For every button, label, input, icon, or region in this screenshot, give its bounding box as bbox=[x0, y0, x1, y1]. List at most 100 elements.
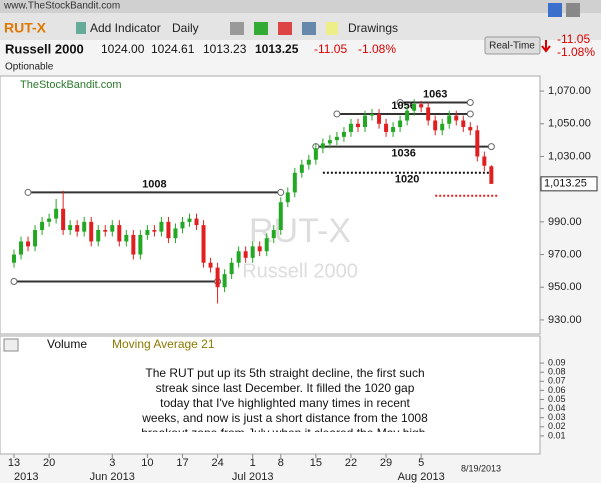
candle-body bbox=[208, 262, 213, 268]
name: Russell 2000 bbox=[5, 41, 84, 56]
tool-icon[interactable] bbox=[254, 22, 268, 35]
candle-body bbox=[54, 208, 59, 219]
candle-body bbox=[489, 166, 494, 184]
volume-tick-label: 0.06 bbox=[548, 385, 566, 395]
level-label: 1020 bbox=[395, 174, 419, 186]
candle-body bbox=[334, 136, 339, 141]
candle-body bbox=[313, 148, 318, 160]
candle-body bbox=[215, 267, 220, 288]
x-tick-label: 1 bbox=[250, 457, 256, 469]
level-end bbox=[333, 110, 341, 118]
month-label: Aug 2013 bbox=[398, 471, 445, 483]
candle-body bbox=[292, 172, 297, 193]
change: -11.05 bbox=[314, 42, 347, 56]
candle-body bbox=[440, 123, 445, 131]
y-tick-label: 930.00 bbox=[548, 314, 582, 326]
candle-body bbox=[229, 262, 234, 275]
candle-body bbox=[271, 230, 276, 239]
tool-icon[interactable] bbox=[230, 22, 244, 35]
symbol[interactable]: RUT-X bbox=[4, 20, 47, 36]
x-tick-label: 10 bbox=[141, 457, 153, 469]
level-label: 1008 bbox=[142, 178, 166, 190]
candle-body bbox=[370, 113, 375, 116]
add-indicator[interactable]: Add Indicator bbox=[90, 21, 161, 35]
source: TheStockBandit.com bbox=[20, 79, 122, 91]
x-tick-label: 15 bbox=[310, 457, 322, 469]
level-end bbox=[466, 99, 474, 107]
annotation-box: The RUT put up its 5th straight decline,… bbox=[141, 366, 428, 432]
tool-icon[interactable] bbox=[302, 22, 316, 35]
title-strip bbox=[0, 0, 601, 13]
watermark-symbol: RUT-X bbox=[249, 212, 351, 250]
watermark-name: Russell 2000 bbox=[242, 260, 358, 282]
last-date: 8/19/2013 bbox=[461, 463, 501, 473]
low: 1013.23 bbox=[203, 42, 247, 56]
candle-body bbox=[341, 131, 346, 137]
candle-body bbox=[103, 230, 108, 232]
candle-body bbox=[47, 218, 52, 222]
change-pct: -1.08% bbox=[358, 42, 396, 56]
drawings[interactable]: Drawings bbox=[348, 21, 398, 35]
candle-body bbox=[33, 230, 38, 247]
candle-body bbox=[468, 127, 473, 131]
candle-body bbox=[96, 230, 101, 242]
month-label: 2013 bbox=[14, 471, 38, 483]
change-pct-right: -1.08% bbox=[557, 45, 595, 59]
optionable: Optionable bbox=[5, 62, 54, 73]
level-label: 1063 bbox=[423, 88, 447, 100]
candle-body bbox=[377, 113, 382, 124]
candle-body bbox=[384, 123, 389, 132]
level-end bbox=[396, 99, 404, 107]
x-tick-label: 3 bbox=[109, 457, 115, 469]
candle-body bbox=[405, 110, 410, 121]
level-end bbox=[487, 143, 495, 151]
candle-body bbox=[201, 225, 206, 263]
site-url: www.TheStockBandit.com bbox=[3, 1, 120, 12]
candle-body bbox=[75, 225, 80, 232]
x-tick-label: 13 bbox=[8, 457, 20, 469]
candle-body bbox=[348, 123, 353, 132]
period[interactable]: Daily bbox=[172, 21, 199, 35]
candle-body bbox=[26, 241, 31, 247]
t-button[interactable] bbox=[566, 3, 580, 17]
volume-tick-label: 0.01 bbox=[548, 430, 566, 440]
candle-body bbox=[426, 107, 431, 121]
candle-body bbox=[398, 120, 403, 128]
candle-body bbox=[264, 238, 269, 252]
tool-icon[interactable] bbox=[278, 22, 292, 35]
candle-body bbox=[180, 221, 185, 229]
icon bbox=[76, 22, 86, 34]
realtime-button[interactable] bbox=[484, 36, 541, 55]
candle-body bbox=[257, 246, 262, 252]
candle-body bbox=[68, 225, 73, 231]
y-tick-label: 1,050.00 bbox=[548, 118, 591, 130]
x-tick-label: 5 bbox=[418, 457, 424, 469]
x-tick-label: 20 bbox=[43, 457, 55, 469]
volume-tick-label: 0.08 bbox=[548, 367, 566, 377]
candle-body bbox=[19, 241, 24, 255]
candle-body bbox=[447, 115, 452, 124]
volume-tick-label: 0.05 bbox=[548, 394, 566, 404]
candle-body bbox=[173, 228, 178, 239]
level-end bbox=[24, 188, 32, 196]
candle-body bbox=[461, 120, 466, 128]
candle-body bbox=[433, 120, 438, 131]
down-arrow bbox=[541, 40, 551, 53]
x-tick-label: 8 bbox=[278, 457, 284, 469]
level-end bbox=[10, 278, 18, 286]
volume-tick-label: 0.09 bbox=[548, 357, 566, 367]
realtime-label[interactable]: Real-Time bbox=[489, 41, 535, 52]
y-tick-label: 970.00 bbox=[548, 248, 582, 260]
s-button[interactable] bbox=[548, 3, 562, 17]
candle-body bbox=[89, 221, 94, 242]
y-tick-label: 1,030.00 bbox=[548, 150, 591, 162]
close-button[interactable] bbox=[3, 338, 19, 352]
tool-icon[interactable] bbox=[326, 22, 338, 35]
candle-body bbox=[363, 115, 367, 128]
candle-body bbox=[166, 221, 171, 239]
candle-body bbox=[222, 274, 227, 288]
candle-body bbox=[145, 230, 150, 235]
last: 1013.25 bbox=[255, 42, 299, 56]
